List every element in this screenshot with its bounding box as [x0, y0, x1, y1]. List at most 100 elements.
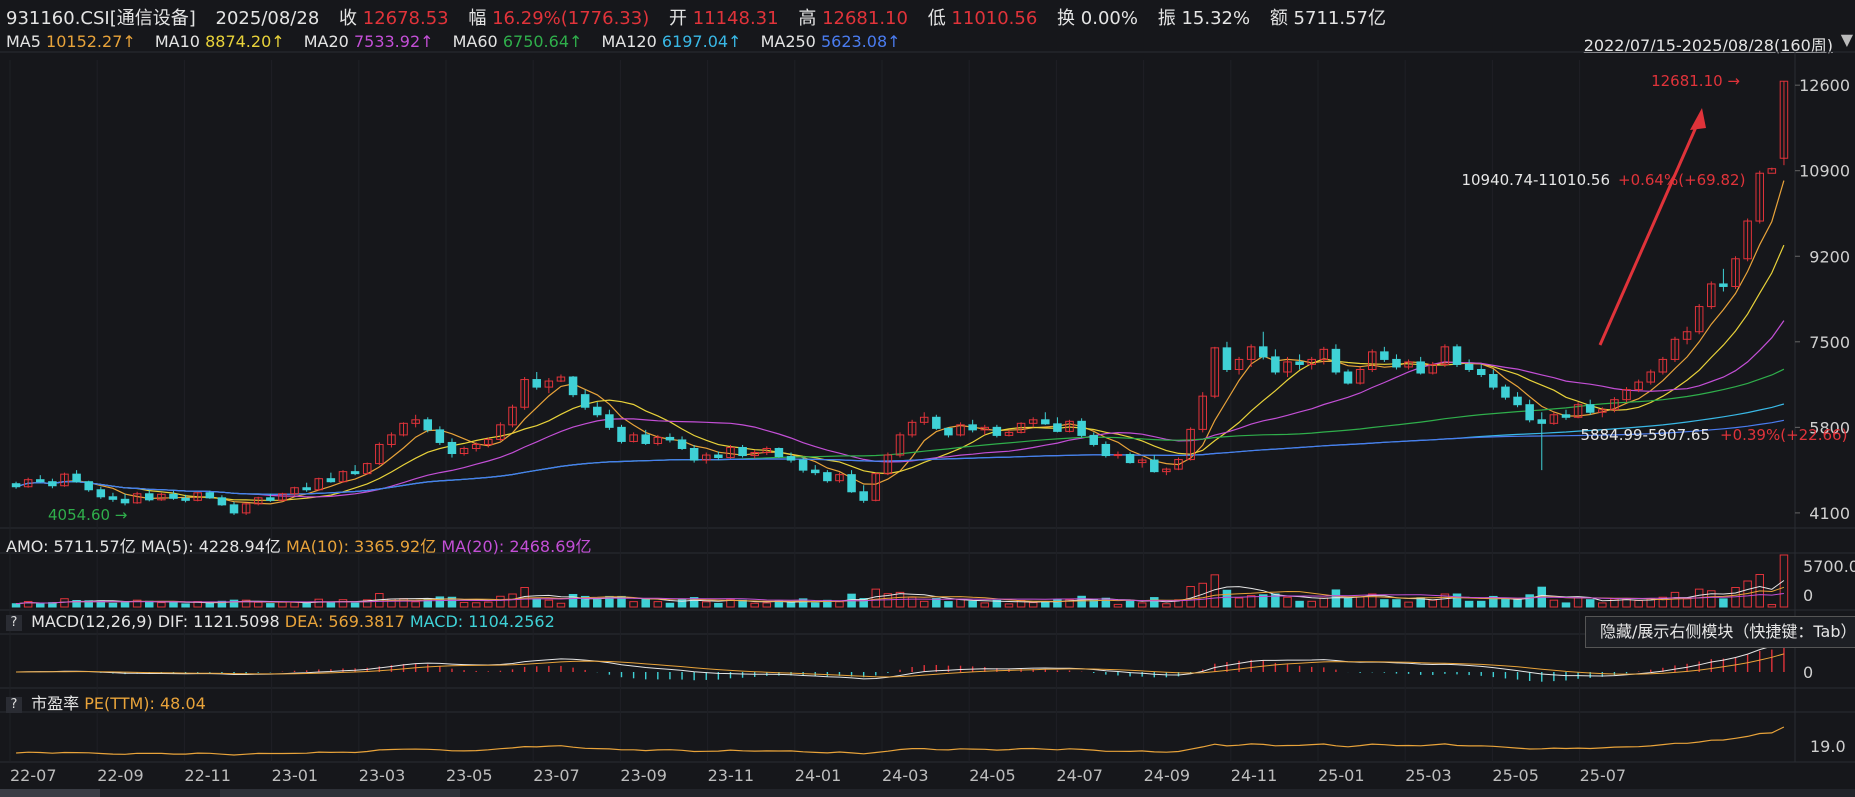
candle-body	[1234, 358, 1244, 370]
candle-body	[774, 447, 784, 458]
candle-body	[714, 454, 723, 459]
index-code: 931160.CSI[通信设备]	[6, 8, 196, 29]
volume-bar	[944, 601, 953, 608]
candle-body	[1707, 283, 1716, 308]
candle-body	[362, 463, 372, 475]
candle-body	[823, 472, 832, 482]
candle-body	[23, 479, 33, 488]
candle-body	[411, 419, 420, 424]
candle-body	[556, 376, 566, 382]
volume-tick-label: 5700.0	[1803, 557, 1855, 576]
candle-body	[1041, 419, 1050, 425]
candle-body	[750, 452, 759, 457]
scroll-thumb[interactable]	[0, 789, 100, 797]
ma60-legend: MA60 6750.64↑	[452, 32, 583, 51]
help-icon[interactable]: ?	[6, 697, 22, 713]
candle-body	[1658, 358, 1668, 373]
candle-body	[968, 424, 977, 431]
volume-bar	[120, 601, 130, 608]
candle-body	[1198, 395, 1207, 430]
time-tick-label: 25-01	[1318, 766, 1365, 785]
horizontal-scrollbar[interactable]	[0, 789, 1855, 797]
volume-bar	[253, 601, 263, 608]
volume-bar	[302, 602, 311, 608]
price-tick-label: 7500	[1809, 333, 1850, 352]
candle-body	[1089, 434, 1098, 445]
macd-title: MACD(12,26,9)	[31, 612, 153, 631]
volume-bar	[241, 599, 251, 608]
volume-bar	[580, 595, 590, 608]
candle-body	[689, 447, 699, 461]
volume-bar	[459, 601, 469, 608]
time-tick-label: 23-03	[359, 766, 406, 785]
candle-body	[1295, 361, 1304, 365]
candle-body	[350, 471, 360, 475]
candle-body	[895, 434, 905, 456]
volume-bar	[36, 603, 45, 608]
candle-body	[290, 487, 299, 495]
candle-body	[1561, 414, 1571, 418]
candle-body	[144, 493, 154, 501]
volume-bar	[1343, 598, 1353, 608]
ma250-line	[15, 419, 1785, 495]
amo-ma10: MA(10): 3365.92亿	[285, 537, 437, 556]
candle-body	[1271, 356, 1280, 373]
pe-panel-plot: 19.0	[16, 726, 1846, 756]
volume-bar	[1271, 593, 1280, 608]
candle-body	[580, 394, 590, 408]
candle-body	[1549, 414, 1559, 424]
volume-bar	[217, 600, 227, 608]
time-tick-label: 23-11	[708, 766, 755, 785]
candle-body	[847, 474, 856, 493]
date-range-selector[interactable]: 2022/07/15-2025/08/28(160周)	[1583, 36, 1833, 55]
candlestick-series	[11, 80, 1789, 515]
price-tick-label: 9200	[1809, 247, 1850, 266]
volume-bar	[205, 602, 215, 608]
candle-body	[677, 439, 687, 449]
volume-bar	[665, 602, 675, 608]
low-value: 11010.56	[951, 8, 1038, 29]
candle-body	[1452, 346, 1462, 365]
amplitude-value: 15.32%	[1181, 8, 1251, 29]
time-tick-label: 23-07	[533, 766, 580, 785]
time-axis: 22-07 22-09 22-11 23-01 23-03 23-05 23-07 23-09…	[10, 766, 1626, 785]
volume-bar	[1452, 593, 1462, 608]
chevron-down-icon[interactable]: ▼	[1840, 30, 1853, 49]
volume-bar	[653, 601, 663, 608]
high-value: 12681.10	[822, 8, 908, 29]
volume-bar	[1476, 600, 1486, 608]
range-annotation-1: 10940.74-11010.56	[1461, 171, 1610, 189]
turnover-value: 0.00%	[1080, 8, 1138, 29]
time-tick-label: 23-09	[620, 766, 667, 785]
candle-body	[48, 481, 57, 487]
candle-body	[1634, 381, 1643, 391]
candle-body	[423, 419, 433, 431]
macd-dif: DIF: 1121.5098	[157, 612, 280, 631]
macd-dif-line	[16, 639, 1785, 680]
time-tick-label: 25-03	[1405, 766, 1452, 785]
candle-body	[1694, 306, 1704, 333]
help-icon[interactable]: ?	[6, 615, 22, 631]
volume-panel-plot: 5700.0 0	[11, 554, 1855, 608]
volume-bar	[1598, 602, 1607, 608]
scroll-track-segment[interactable]	[220, 789, 460, 797]
macd-value: MACD: 1104.2562	[409, 612, 555, 631]
volume-bar	[314, 598, 324, 608]
macd-tick-label: 0	[1803, 663, 1813, 682]
candle-body	[1222, 347, 1232, 370]
chart-annotations: 12681.10 → 4054.60 → 10940.74-11010.56 +0.6…	[48, 72, 1847, 524]
candle-body	[835, 474, 844, 482]
volume-bar	[956, 598, 965, 608]
range-annotation-1-pct: +0.64%(+69.82)	[1618, 171, 1745, 189]
volume-bar	[266, 603, 275, 608]
volume-ma20-line	[16, 593, 1784, 605]
low-price-marker: 4054.60 →	[48, 506, 127, 524]
candle-body	[738, 446, 747, 457]
volume-bar	[871, 588, 881, 608]
candle-body	[108, 496, 118, 500]
candle-body	[338, 471, 348, 483]
candle-body	[1392, 358, 1401, 368]
candle-body	[120, 498, 130, 504]
candle-body	[1731, 258, 1740, 287]
